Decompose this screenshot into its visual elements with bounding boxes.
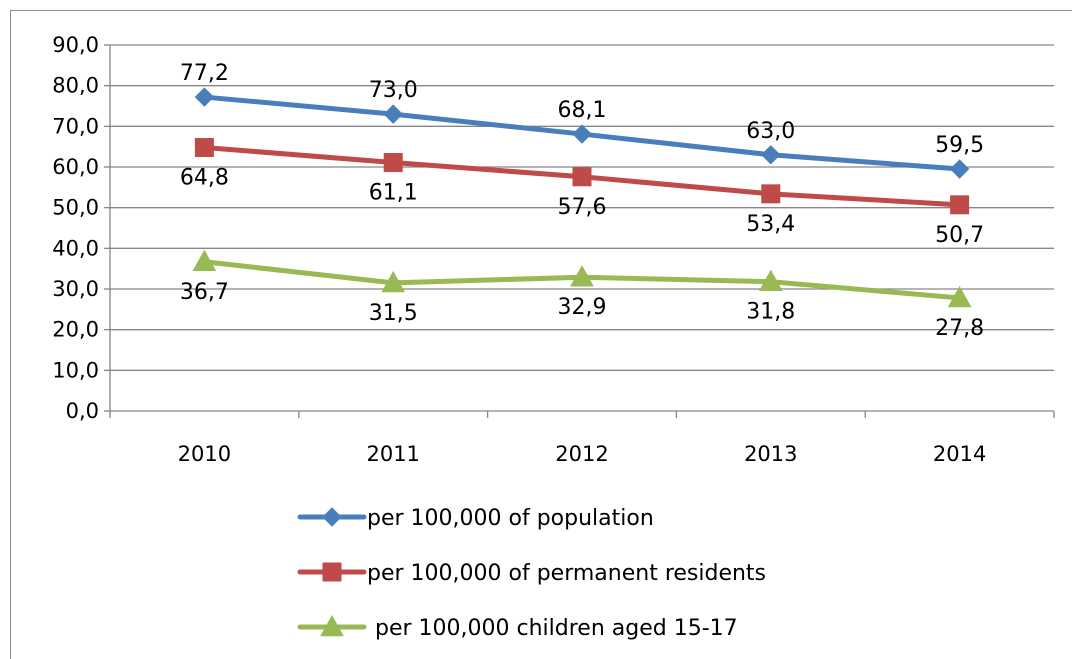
legend-item-1: per 100,000 of population — [297, 506, 654, 531]
data-label-1: 77,2 — [180, 61, 229, 86]
y-tick-label: 70,0 — [52, 114, 99, 138]
data-point-2 — [572, 167, 592, 187]
legend-item-3: per 100,000 children aged 15-17 — [297, 614, 738, 641]
data-label-2: 53,4 — [746, 212, 795, 237]
y-tick-label: 50,0 — [52, 196, 99, 220]
data-label-3: 36,7 — [180, 280, 229, 305]
legend-marker — [322, 562, 342, 582]
y-tick-label: 40,0 — [52, 236, 99, 260]
data-point-3 — [758, 269, 783, 291]
x-tick-label: 2010 — [178, 442, 231, 466]
legend-label: per 100,000 children aged 15-17 — [375, 616, 738, 641]
legend-item-2: per 100,000 of permanent residents — [297, 561, 766, 586]
data-label-3: 31,5 — [369, 301, 418, 326]
data-point-2 — [761, 184, 781, 204]
data-label-2: 50,7 — [935, 223, 984, 248]
axes: 0,0 10,0 20,0 30,0 40,0 50,0 60,0 70,0 80,0 90,0 2… — [52, 33, 1055, 466]
y-tick-label: 20,0 — [52, 318, 99, 342]
data-point-1 — [761, 145, 781, 165]
y-tick-label: 10,0 — [52, 358, 99, 382]
data-point-3 — [192, 249, 217, 272]
data-point-2 — [383, 153, 403, 173]
data-point-1 — [383, 104, 403, 124]
data-label-1: 63,0 — [746, 119, 795, 144]
data-label-3: 27,8 — [935, 316, 984, 341]
y-tick-label: 60,0 — [52, 155, 99, 179]
legend: per 100,000 of population per 100,000 of … — [297, 506, 766, 641]
y-tick-label: 80,0 — [52, 74, 99, 98]
x-tick-label: 2012 — [555, 442, 608, 466]
legend-marker — [322, 507, 342, 527]
y-tick-label: 0,0 — [66, 399, 99, 423]
x-tick-label: 2011 — [366, 442, 419, 466]
data-label-3: 32,9 — [558, 295, 607, 320]
data-label-1: 73,0 — [369, 78, 418, 103]
data-label-2: 64,8 — [180, 165, 229, 190]
x-tick-label: 2014 — [933, 442, 986, 466]
data-label-3: 31,8 — [746, 300, 795, 325]
data-point-1 — [949, 159, 970, 179]
data-label-2: 57,6 — [558, 195, 607, 220]
data-labels: 77,2 73,0 68,1 63,0 59,5 64,8 61,1 57,6 53,4 50,7… — [180, 61, 984, 341]
data-label-1: 59,5 — [935, 133, 984, 158]
data-point-2 — [194, 137, 214, 157]
data-point-3 — [381, 270, 406, 293]
legend-marker — [320, 614, 344, 637]
data-point-1 — [194, 87, 215, 107]
series — [192, 87, 972, 308]
data-point-2 — [950, 195, 970, 215]
data-point-1 — [572, 124, 592, 144]
legend-label: per 100,000 of permanent residents — [367, 561, 766, 586]
data-label-2: 61,1 — [369, 181, 418, 206]
data-point-3 — [947, 285, 972, 308]
x-tick-label: 2013 — [744, 442, 797, 466]
y-tick-label: 90,0 — [52, 33, 99, 57]
chart-frame — [10, 10, 1072, 659]
data-label-1: 68,1 — [558, 98, 607, 123]
y-tick-label: 30,0 — [52, 277, 99, 301]
legend-label: per 100,000 of population — [367, 506, 654, 531]
data-point-3 — [570, 265, 594, 287]
